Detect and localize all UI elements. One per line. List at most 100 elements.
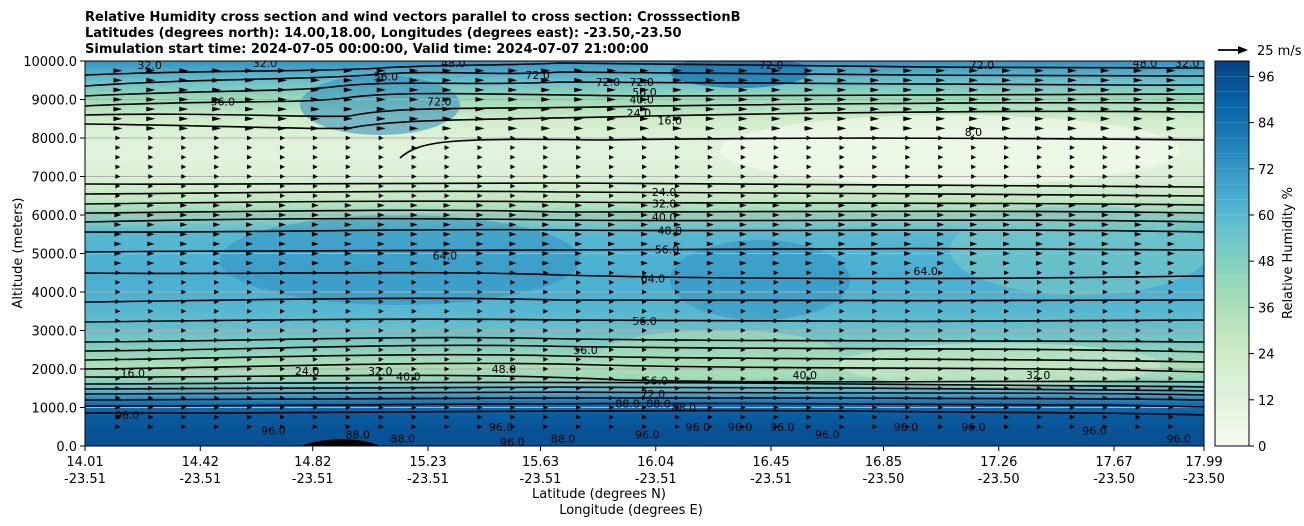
wind-vector [609,145,615,151]
wind-vector [905,328,911,333]
wind-vector [312,145,318,151]
wind-vector [378,299,384,305]
wind-vector [1168,145,1174,151]
wind-vector [1069,376,1075,382]
wind-vector [115,193,121,199]
wind-vector [411,299,417,305]
humidity-blob-moist [300,75,460,135]
wind-vector [674,279,680,285]
wind-vector [938,135,944,141]
wind-vector [641,222,648,228]
wind-vector [1102,145,1108,151]
wind-vector [444,193,450,199]
wind-vector [148,164,154,170]
contour-line [85,228,1204,233]
wind-vector [971,135,977,141]
wind-vector [674,424,680,430]
wind-vector [181,414,187,420]
wind-vector [1035,212,1043,218]
wind-vector [147,251,155,256]
wind-vector [543,395,549,401]
contour-line [85,353,1204,363]
wind-vector [773,414,779,420]
wind-vector [642,385,647,391]
wind-vector [1069,279,1075,285]
wind-vector [772,241,780,247]
contour-line [85,374,1204,383]
wind-vector [409,116,419,122]
wind-vector [1004,279,1010,285]
wind-vector [805,202,813,208]
wind-vector [543,424,549,430]
wind-vector [938,405,944,410]
wind-vector [640,68,649,74]
wind-vector [1068,241,1076,247]
wind-vector [214,395,220,401]
wind-vector [376,106,386,112]
wind-vector [115,164,121,170]
wind-vector [345,193,351,199]
wind-vector [114,222,122,228]
wind-vector [148,385,154,391]
wind-vector [1036,424,1042,430]
wind-vector [674,135,680,141]
wind-vector [706,222,714,228]
wind-vector [609,193,615,199]
wind-vector [345,366,351,372]
wind-vector [872,424,878,430]
wind-vector [247,135,253,141]
wind-vector [1069,347,1075,353]
wind-vector [410,222,418,228]
wind-vector [1168,135,1174,141]
wind-vector [279,145,285,151]
wind-vector [970,202,978,208]
wind-vector [444,183,450,189]
wind-vector [772,251,780,256]
wind-vector [510,424,516,430]
wind-vector [1168,308,1174,314]
wind-vector [543,279,549,285]
wind-vector [971,289,977,295]
wind-vector [312,405,318,410]
contour-label: 88.0 [551,432,576,445]
wind-vector [444,414,450,420]
wind-vector [213,212,221,218]
wind-vector [938,174,944,179]
wind-vector [279,347,285,353]
wind-vector [378,183,384,189]
wind-vector [476,222,484,228]
wind-vector [773,174,779,179]
wind-vector [1102,328,1108,333]
wind-vector [214,174,220,179]
wind-vector [905,145,911,151]
wind-vector [376,77,386,83]
wind-vector [477,183,483,189]
wind-vector [871,202,879,208]
wind-vector [247,164,253,170]
wind-vector [378,366,384,372]
wind-vector [444,270,450,276]
wind-vector [938,356,944,362]
wind-vector [806,356,812,362]
wind-vector [839,135,845,141]
wind-vector [1004,174,1010,179]
x-tick-label-lat: 16.45 [752,455,789,470]
wind-vector [114,231,122,237]
wind-vector [642,424,647,430]
wind-vector [410,260,418,266]
wind-vector [509,231,517,237]
wind-vector [508,106,518,112]
wind-vector [542,222,550,228]
wind-vector [740,308,746,314]
wind-vector [1004,183,1010,189]
wind-vector [1168,299,1174,305]
wind-vector [576,154,582,160]
wind-vector [707,414,713,420]
wind-vector [1003,260,1011,266]
wind-vector [1135,337,1141,343]
wind-vector [938,289,944,295]
wind-vector [642,347,647,353]
wind-vector [214,164,220,170]
wind-vector [674,318,680,324]
wind-vector [805,241,813,247]
